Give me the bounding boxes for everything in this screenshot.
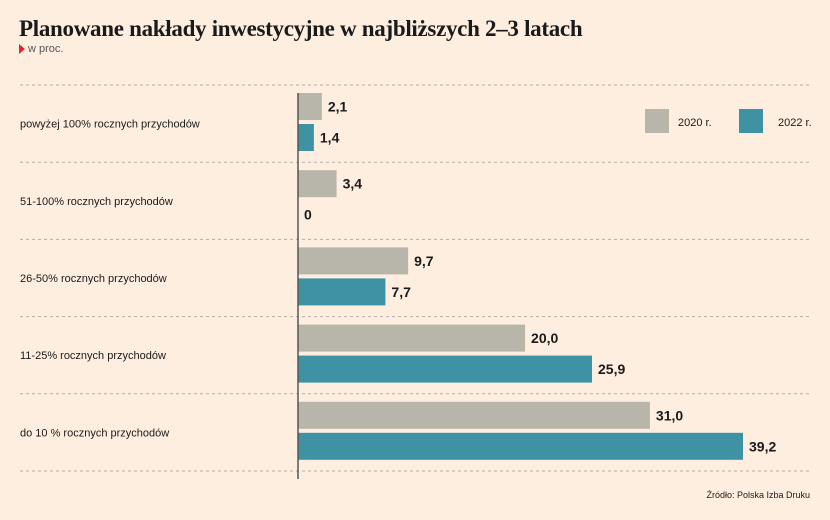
- bar: [298, 401, 650, 429]
- data-label: 1,4: [320, 130, 340, 146]
- data-label: 20,0: [531, 330, 558, 346]
- category-label: 11-25% rocznych przychodów: [20, 350, 166, 362]
- bar: [298, 278, 386, 306]
- bar: [298, 355, 593, 383]
- data-label: 2,1: [328, 99, 348, 115]
- legend-label: 2022 r.: [778, 117, 812, 129]
- data-label: 39,2: [749, 438, 776, 454]
- unit-label: w proc.: [28, 43, 64, 55]
- bar: [298, 124, 314, 151]
- legend-swatch: [739, 109, 763, 133]
- data-label: 31,0: [656, 407, 683, 423]
- red-triangle-icon: [19, 44, 25, 54]
- bar: [298, 432, 743, 460]
- bar: [298, 93, 322, 120]
- data-label: 25,9: [598, 361, 625, 377]
- data-label: 0: [304, 207, 312, 223]
- data-label: 3,4: [343, 176, 363, 192]
- bar: [298, 247, 409, 275]
- chart-title: Planowane nakłady inwestycyjne w najbliż…: [19, 16, 583, 41]
- legend-swatch: [645, 109, 669, 133]
- chart-subtitle: w proc.: [19, 43, 63, 55]
- bar: [298, 324, 526, 352]
- category-label: powyżej 100% rocznych przychodów: [20, 119, 200, 131]
- bar: [298, 170, 337, 198]
- category-label: 26-50% rocznych przychodów: [20, 273, 167, 285]
- category-label: do 10 % rocznych przychodów: [20, 427, 169, 439]
- legend-label: 2020 r.: [678, 117, 712, 129]
- category-label: 51-100% rocznych przychodów: [20, 196, 173, 208]
- source-note: Źródło: Polska Izba Druku: [706, 490, 810, 500]
- data-label: 9,7: [414, 253, 434, 269]
- data-label: 7,7: [391, 284, 411, 300]
